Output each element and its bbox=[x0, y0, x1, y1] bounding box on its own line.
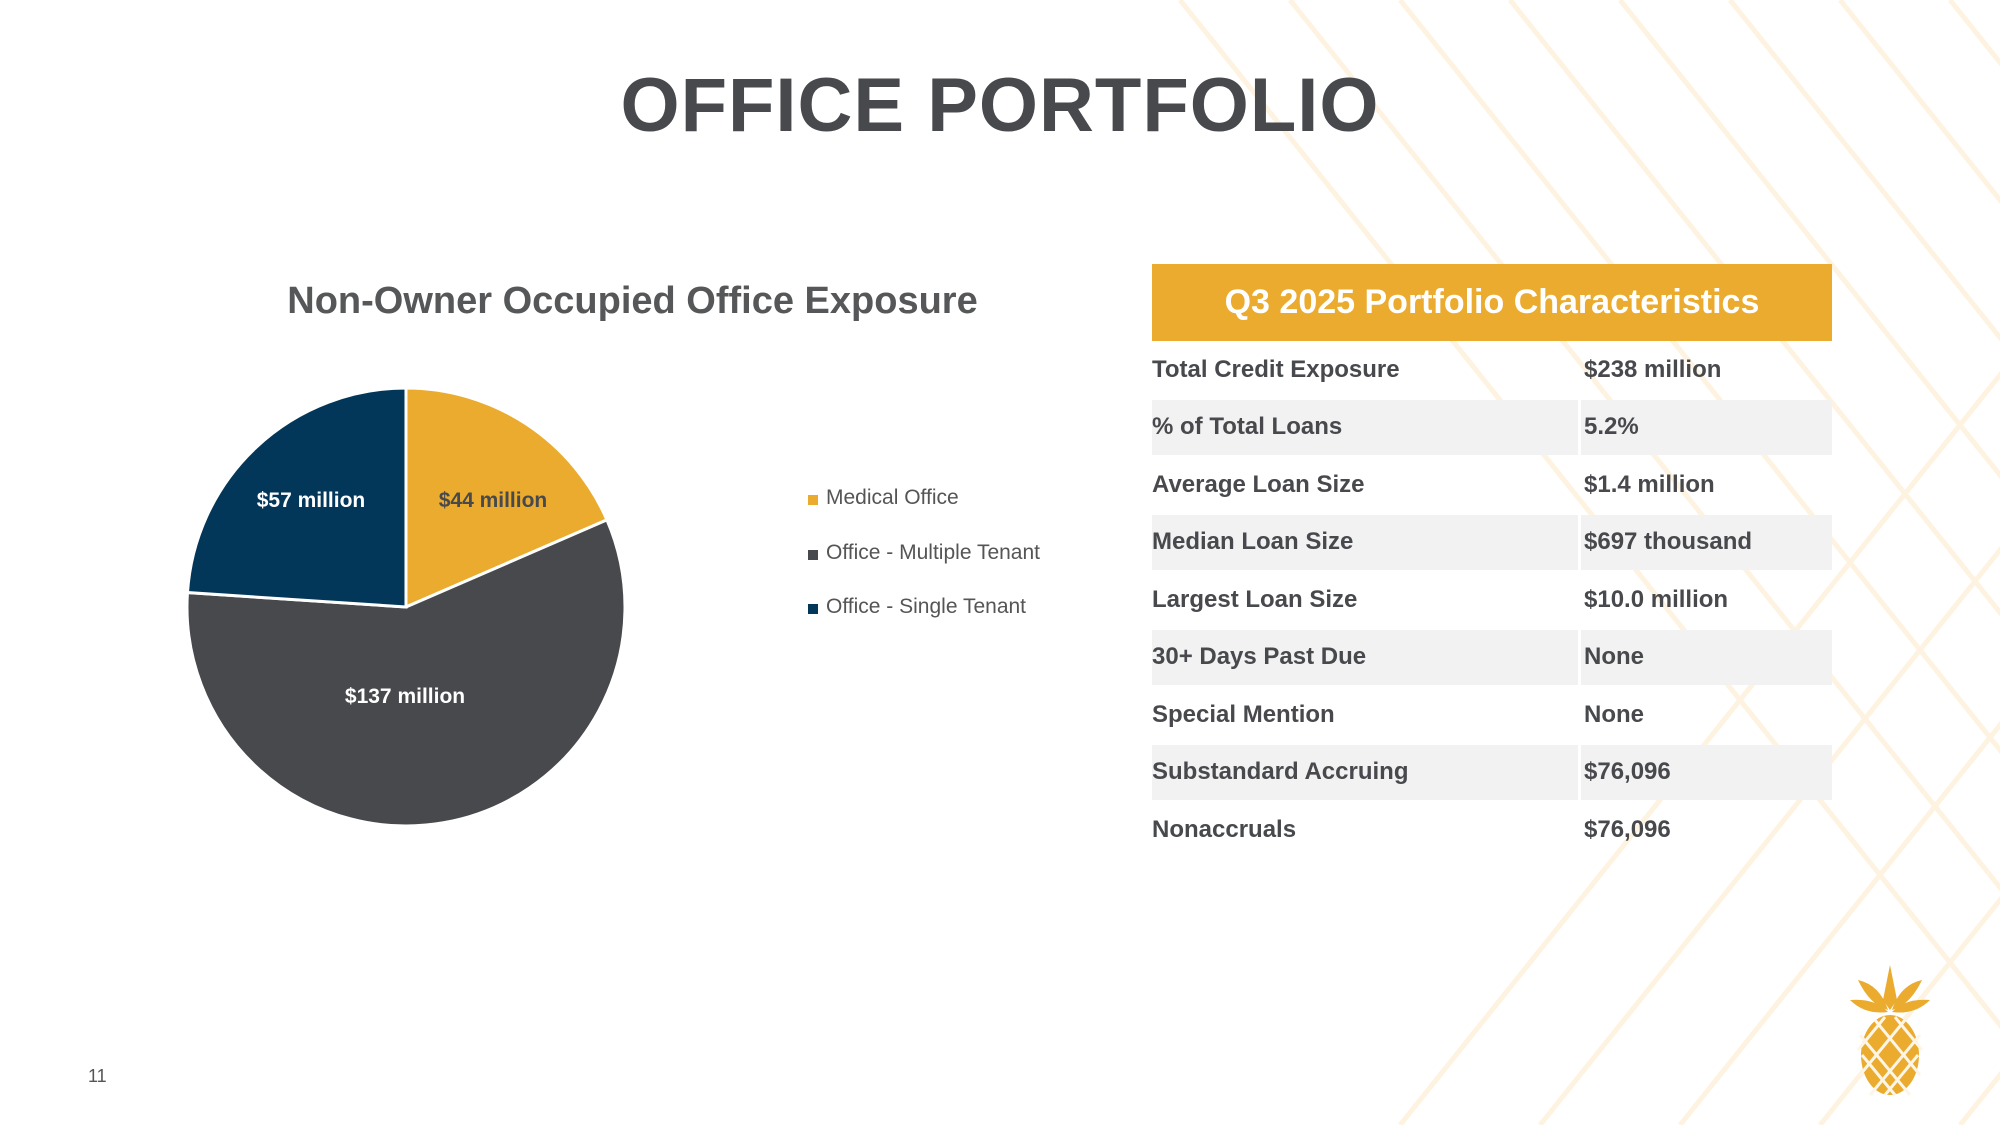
table-row: Largest Loan Size $10.0 million bbox=[1152, 571, 1832, 629]
row-label: Special Mention bbox=[1152, 700, 1335, 728]
table-row: Average Loan Size $1.4 million bbox=[1152, 456, 1832, 514]
row-value: $76,096 bbox=[1581, 744, 1832, 800]
row-label: Median Loan Size bbox=[1152, 514, 1578, 570]
row-value: None bbox=[1584, 700, 1644, 728]
chart-legend: Medical Office Office - Multiple Tenant … bbox=[808, 486, 1040, 650]
row-value: $10.0 million bbox=[1584, 585, 1729, 613]
row-label: Substandard Accruing bbox=[1152, 744, 1578, 800]
row-label: Largest Loan Size bbox=[1152, 585, 1358, 613]
legend-label: Office - Multiple Tenant bbox=[826, 540, 1040, 564]
portfolio-table: Q3 2025 Portfolio Characteristics Total … bbox=[1152, 264, 1832, 859]
table-row: Special Mention None bbox=[1152, 686, 1832, 744]
legend-item: Office - Multiple Tenant bbox=[808, 541, 1040, 596]
legend-swatch bbox=[808, 549, 818, 560]
table-row: 30+ Days Past Due None bbox=[1152, 629, 1832, 687]
table-row: Substandard Accruing $76,096 bbox=[1152, 744, 1832, 802]
legend-label: Medical Office bbox=[826, 486, 959, 509]
legend-label: Office - Single Tenant bbox=[826, 595, 1027, 618]
chart-title: Non-Owner Occupied Office Exposure bbox=[287, 280, 978, 322]
background-line bbox=[1678, 720, 2000, 1125]
table-row: Median Loan Size $697 thousand bbox=[1152, 514, 1832, 572]
data-label: $44 million bbox=[439, 489, 548, 512]
background-line bbox=[1618, 0, 2000, 480]
table-row: Total Credit Exposure $238 million bbox=[1152, 341, 1832, 399]
data-label: $137 million bbox=[345, 685, 465, 708]
row-value: $1.4 million bbox=[1584, 470, 1715, 498]
row-value: $76,096 bbox=[1584, 815, 1671, 843]
pineapple-icon bbox=[1850, 965, 1930, 1096]
row-label: % of Total Loans bbox=[1152, 399, 1578, 455]
legend-swatch bbox=[808, 495, 818, 505]
row-label: Nonaccruals bbox=[1152, 815, 1297, 843]
background-line bbox=[1538, 545, 2000, 1125]
table-row: Nonaccruals $76,096 bbox=[1152, 801, 1832, 859]
pie-chart: $44 million $137 million $57 million bbox=[185, 386, 627, 828]
row-value: None bbox=[1581, 629, 1832, 685]
row-value: 5.2% bbox=[1581, 399, 1832, 455]
legend-item: Medical Office bbox=[808, 486, 1040, 541]
row-label: Total Credit Exposure bbox=[1152, 355, 1400, 383]
background-line bbox=[1728, 0, 2000, 342]
row-label: 30+ Days Past Due bbox=[1152, 629, 1578, 685]
page-number: 11 bbox=[88, 1066, 107, 1086]
background-line bbox=[1818, 895, 2000, 1125]
data-label: $57 million bbox=[257, 489, 366, 512]
table-header: Q3 2025 Portfolio Characteristics bbox=[1152, 264, 1832, 341]
legend-item: Office - Single Tenant bbox=[808, 595, 1040, 650]
row-label: Average Loan Size bbox=[1152, 470, 1365, 498]
background-line bbox=[1838, 0, 2000, 205]
background-line bbox=[1398, 0, 2000, 755]
table-row: % of Total Loans 5.2% bbox=[1152, 399, 1832, 457]
row-value: $697 thousand bbox=[1581, 514, 1832, 570]
background-line bbox=[1508, 0, 2000, 617]
pie-slice bbox=[404, 386, 609, 610]
pie-slice bbox=[185, 517, 627, 828]
pie-slice bbox=[185, 386, 408, 609]
legend-swatch bbox=[808, 604, 818, 614]
row-value: $238 million bbox=[1584, 355, 1722, 383]
page-title: OFFICE PORTFOLIO bbox=[620, 63, 1380, 148]
background-line bbox=[1958, 1070, 2000, 1125]
